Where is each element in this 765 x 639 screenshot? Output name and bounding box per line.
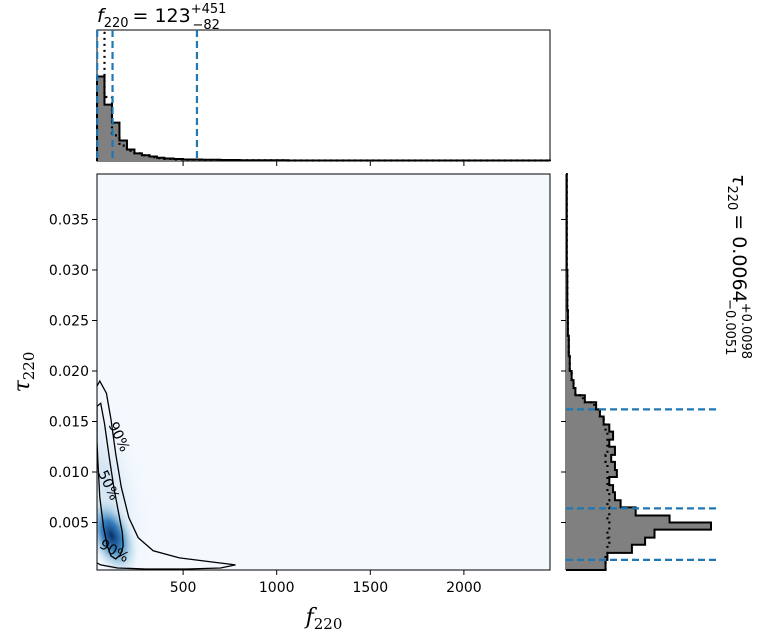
x-tick-label: 1500 xyxy=(352,580,388,596)
x-axis-ticks: 500 1000 1500 2000 xyxy=(170,570,482,596)
x-tick-label: 1000 xyxy=(259,580,295,596)
tau-quantile-lines xyxy=(566,408,717,561)
joint-panel-background xyxy=(97,174,550,570)
y-tick-label: 0.005 xyxy=(49,516,89,532)
x-tick-label: 500 xyxy=(170,580,197,596)
tau-lower: −0.0051 xyxy=(722,299,737,355)
y-tick-label: 0.025 xyxy=(49,313,89,329)
top-panel-x-ticks xyxy=(182,161,465,166)
top-marginal-panel xyxy=(96,29,551,166)
x-tick-label: 2000 xyxy=(446,580,482,596)
y-tick-label: 0.015 xyxy=(49,415,89,431)
tau-symbol: τ xyxy=(728,174,750,186)
tau-median: 0.0064 xyxy=(728,236,750,302)
y-axis-ticks: 0.005 0.010 0.015 0.020 0.025 0.030 0.035 xyxy=(49,212,97,532)
y-axis-label: τ220 xyxy=(10,352,38,393)
tau-equals: = xyxy=(728,214,750,230)
joint-density-panel: 90% 50% 90% 500 1000 1500 2000 0.0050.0100.… xyxy=(49,173,551,596)
top-panel-frame xyxy=(96,29,551,162)
f-prior-curve xyxy=(103,31,550,162)
f-upper: +451 xyxy=(191,2,227,17)
x-axis-label: f220 xyxy=(304,605,343,633)
f-title: f220 = 123+451 −82 xyxy=(97,2,226,33)
y-axis-symbol: τ xyxy=(10,379,35,392)
y-axis-subscript: 220 xyxy=(20,352,38,381)
tau-title: τ220 = 0.0064+0.0098−0.0051 xyxy=(722,174,753,359)
x-axis-subscript: 220 xyxy=(314,615,343,633)
tau-upper: +0.0098 xyxy=(738,303,753,359)
y-tick-label: 0.035 xyxy=(49,212,89,228)
f-equals: = xyxy=(133,5,149,27)
joint-panel-frame xyxy=(96,173,551,571)
tau-histogram-fill xyxy=(566,174,711,570)
f-symbol-subscript: 220 xyxy=(104,16,129,31)
f-lower: −82 xyxy=(192,18,219,33)
right-panel-y-ticks xyxy=(561,218,566,524)
density-peak-region xyxy=(97,493,140,570)
tau-symbol-subscript: 220 xyxy=(724,185,739,210)
y-tick-label: 0.010 xyxy=(49,465,89,481)
tau-histogram-step xyxy=(565,173,712,571)
tau-prior-curve xyxy=(565,174,611,570)
right-marginal-panel xyxy=(561,173,717,571)
y-tick-label: 0.020 xyxy=(49,364,89,380)
contour-90-percent xyxy=(97,379,236,570)
f-symbol: f xyxy=(97,5,107,27)
y-tick-label: 0.030 xyxy=(49,263,89,279)
f-median: 123 xyxy=(154,5,190,27)
contour-50-percent xyxy=(97,402,124,560)
